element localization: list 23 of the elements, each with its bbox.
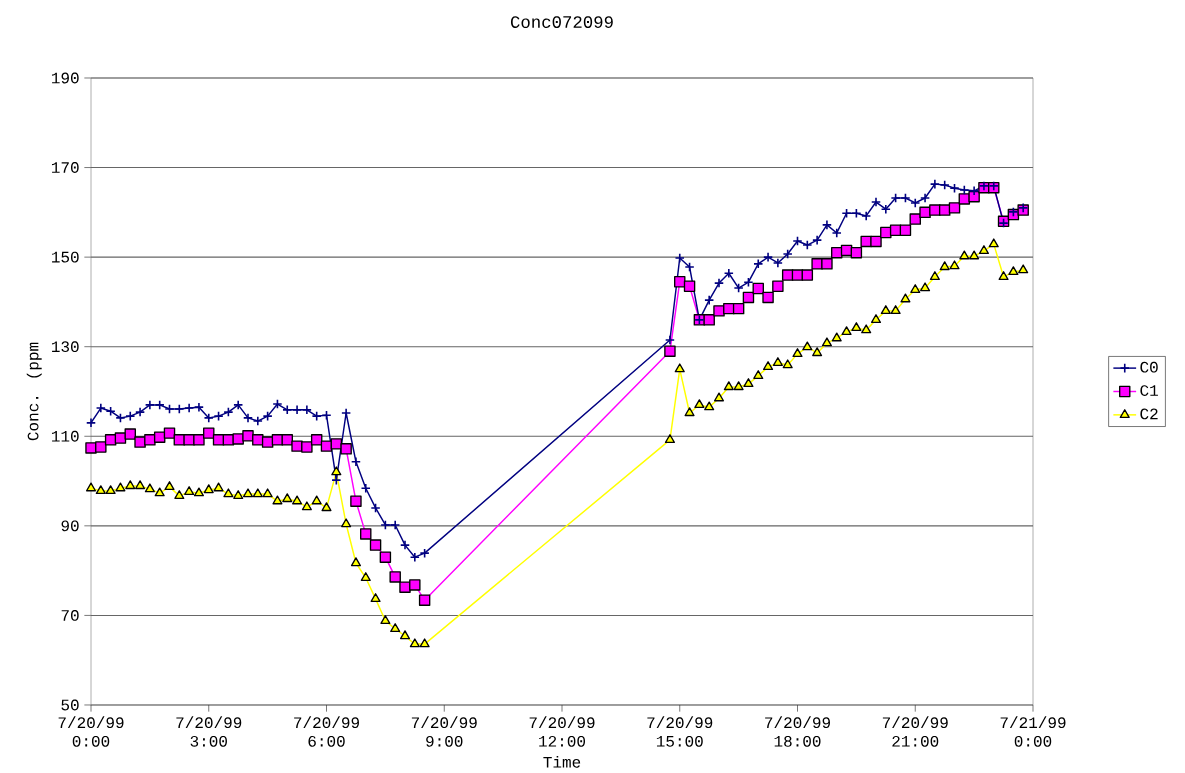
x-tick-label: 7/20/99 9:00 (411, 716, 477, 747)
legend-label: C0 (1140, 361, 1158, 373)
x-tick-label: 7/21/99 0:00 (1000, 716, 1066, 747)
y-tick-label: 150 (51, 251, 79, 263)
y-tick-label: 130 (51, 341, 79, 353)
legend-label: C2 (1140, 408, 1158, 420)
y-axis-title: Conc. (ppm (26, 342, 42, 441)
y-tick-label: 50 (61, 699, 79, 711)
x-tick-label: 7/20/99 18:00 (765, 716, 830, 747)
y-tick-label: 170 (51, 162, 79, 173)
y-tick-label: 90 (61, 520, 79, 532)
x-tick-label: 7/20/99 6:00 (294, 716, 359, 747)
x-axis-title: Time (543, 755, 581, 768)
chart-title: Conc072099 (510, 16, 613, 28)
x-tick-label: 7/20/99 21:00 (882, 716, 948, 747)
x-tick-label: 7/20/99 0:00 (58, 716, 124, 747)
y-tick-label: 190 (51, 72, 79, 84)
x-tick-label: 7/20/99 12:00 (529, 716, 595, 747)
legend-label: C1 (1140, 385, 1158, 396)
x-tick-label: 7/20/99 15:00 (647, 716, 713, 747)
y-tick-label: 110 (51, 430, 79, 442)
x-tick-label: 7/20/99 3:00 (176, 716, 242, 747)
y-tick-label: 70 (61, 609, 79, 621)
